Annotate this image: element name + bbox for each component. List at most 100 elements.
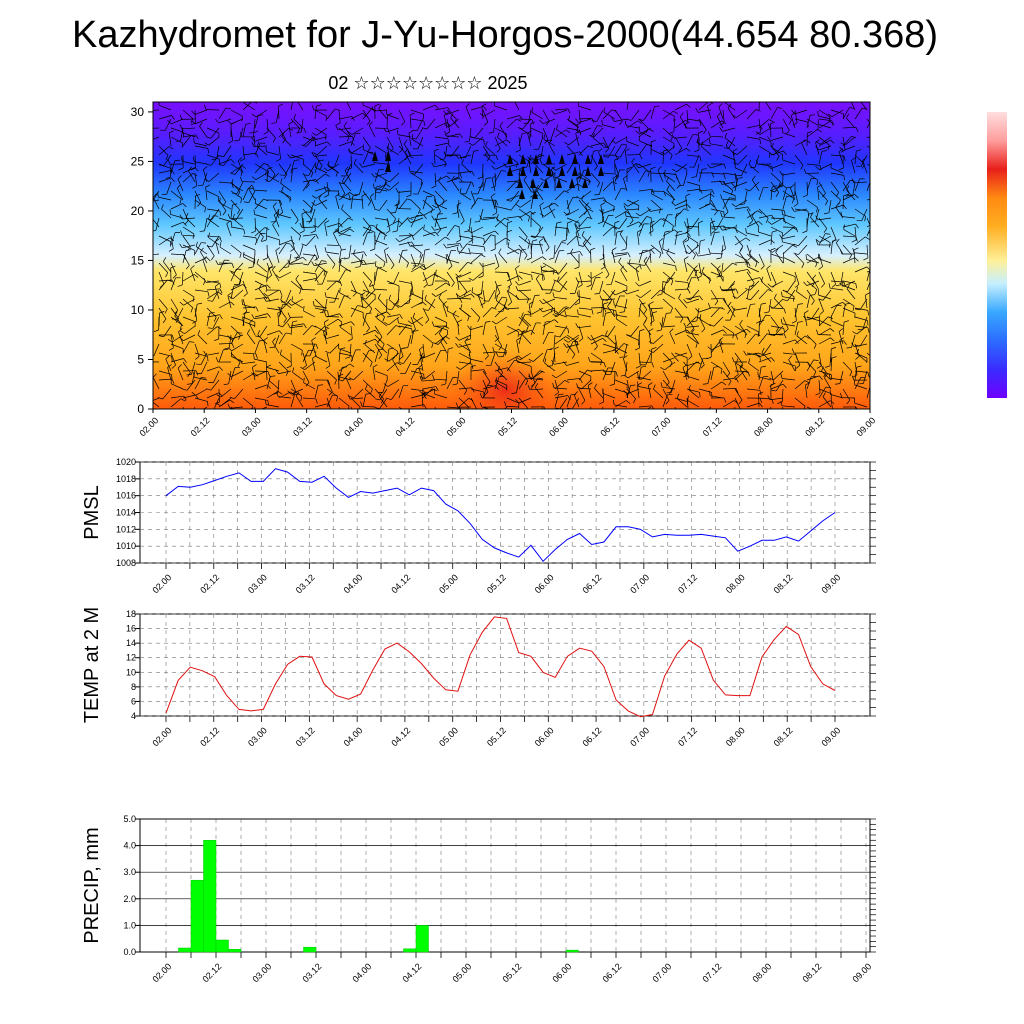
wind-barb-shaft <box>676 398 688 408</box>
wind-barb-flag <box>732 295 738 299</box>
wind-barb-flag <box>794 284 800 288</box>
wind-barb-flag <box>706 356 712 360</box>
wind-barb-shaft <box>506 180 520 183</box>
wind-barb-shaft <box>206 235 220 238</box>
wind-barb-shaft <box>254 384 268 390</box>
wind-barb-shaft <box>710 252 724 255</box>
wind-barb-flag <box>374 330 379 335</box>
wind-barb-flag <box>215 357 219 363</box>
wind-barb-flag <box>767 221 772 225</box>
wind-barb-flag <box>370 388 373 394</box>
wind-barb-shaft <box>387 147 400 156</box>
wind-barb-flag <box>375 223 378 229</box>
page-subtitle: 02 ☆☆☆☆☆☆☆☆ 2025 <box>328 73 528 93</box>
wind-barb-shaft <box>362 379 373 390</box>
wind-barb-shaft <box>835 242 844 255</box>
wind-barb-shaft <box>590 277 596 291</box>
wind-barb-shaft <box>343 172 352 184</box>
wind-barb-flag <box>435 269 437 275</box>
wind-barb-flag <box>396 129 399 135</box>
wind-barb-flag <box>515 149 521 153</box>
wind-barb-flag <box>838 328 844 332</box>
wind-barb-flag <box>719 225 723 231</box>
wind-barb-flag <box>192 185 197 189</box>
wind-barb-shaft <box>404 152 412 165</box>
wind-barb-flag <box>365 384 368 390</box>
profile-xtick-label: 07.12 <box>701 415 724 438</box>
wind-barb-shaft <box>716 269 724 282</box>
wind-barb-shaft <box>566 145 577 156</box>
wind-barb-shaft <box>338 109 341 123</box>
wind-barb-shaft <box>515 268 520 282</box>
wind-barb-flag <box>507 283 512 288</box>
wind-barb-flag <box>682 364 688 368</box>
wind-barb-shaft <box>438 180 448 192</box>
wind-barb-flag <box>770 382 776 386</box>
wind-barb-shaft <box>650 307 664 310</box>
wind-barb-flag <box>344 257 350 260</box>
wind-barb-flag <box>727 103 732 109</box>
wind-barb-flag <box>862 107 868 110</box>
wind-barb-shaft <box>494 351 508 354</box>
wind-barb-shaft <box>422 352 436 359</box>
wind-barb-shaft <box>309 343 316 357</box>
wind-barb-flag <box>167 159 171 165</box>
wind-barb-shaft <box>278 361 289 372</box>
wind-barb-flag <box>578 244 584 247</box>
wind-barb-shaft <box>182 161 196 165</box>
wind-barb-flag <box>603 302 609 305</box>
wind-barb-flag <box>710 193 715 198</box>
wind-barb-shaft <box>698 118 707 130</box>
wind-pennant <box>385 162 391 172</box>
wind-barb-shaft <box>167 367 172 381</box>
wind-barb-shaft <box>170 398 182 408</box>
wind-barb-flag <box>327 379 331 385</box>
wind-barb-shaft <box>662 386 676 390</box>
wind-barb-shaft <box>398 217 409 228</box>
wind-barb-flag <box>483 139 485 145</box>
wind-barb-shaft <box>422 271 428 285</box>
wind-barb-flag <box>190 265 195 270</box>
wind-barb-shaft <box>830 172 844 176</box>
wind-barb-flag <box>723 174 726 180</box>
wind-barb-shaft <box>830 167 844 174</box>
wind-barb-shaft <box>479 208 484 222</box>
wind-barb-shaft <box>854 236 866 246</box>
wind-barb-shaft <box>326 222 340 228</box>
wind-barb-shaft <box>259 325 268 338</box>
wind-barb-flag <box>744 370 750 374</box>
wind-barb-flag <box>486 381 491 387</box>
wind-barb-flag <box>771 142 774 148</box>
wind-barb-shaft <box>554 176 568 183</box>
wind-barb-shaft <box>842 181 850 194</box>
wind-barb-flag <box>456 202 462 206</box>
wind-barb-flag <box>769 190 775 193</box>
wind-barb-flag <box>410 172 415 175</box>
wind-barb-shaft <box>386 343 398 352</box>
pmsl-xtick-label: 08.12 <box>772 572 795 595</box>
wind-barb-flag <box>530 329 535 335</box>
wind-barb-flag <box>144 138 147 142</box>
wind-barb-flag <box>363 251 367 257</box>
wind-barb-shaft <box>459 289 472 298</box>
wind-barb-flag <box>474 221 480 223</box>
wind-barb-shaft <box>350 251 364 255</box>
wind-barb-flag <box>459 177 463 183</box>
wind-barb-shaft <box>446 154 460 157</box>
wind-barb-shaft <box>171 334 184 343</box>
wind-barb-flag <box>386 308 392 311</box>
wind-barb-flag <box>551 110 556 115</box>
wind-barb-shaft <box>470 235 484 239</box>
wind-barb-flag <box>780 373 783 379</box>
wind-barb-flag <box>492 212 498 216</box>
wind-barb-shaft <box>638 298 648 310</box>
wind-barb-flag <box>574 266 580 270</box>
wind-barb-shaft <box>614 334 618 348</box>
wind-barb-flag <box>445 282 451 287</box>
wind-barb-flag <box>231 263 235 269</box>
wind-barb-flag <box>315 273 318 279</box>
wind-barb-flag <box>208 214 211 220</box>
wind-barb-flag <box>518 275 523 280</box>
wind-barb-shaft <box>818 258 832 264</box>
wind-barb-shaft <box>710 172 724 175</box>
